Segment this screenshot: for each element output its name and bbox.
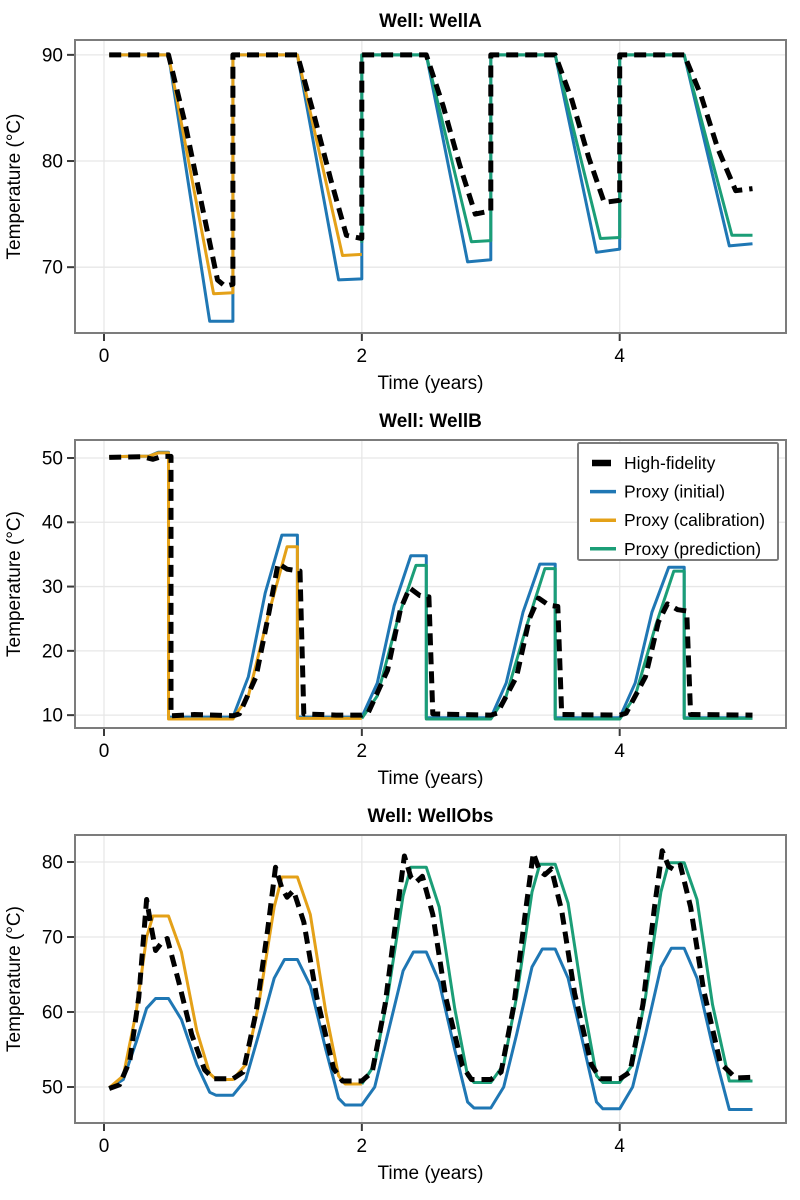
subplot-wellObs: 0 2 4 50 60 70 80 Well: WellObs Time (years) Temp… — [0, 800, 800, 1200]
y-tick-label: 80 — [42, 151, 63, 172]
y-tick-label: 50 — [42, 448, 63, 469]
y-tick-label: 30 — [42, 577, 63, 598]
x-tick-label: 0 — [99, 346, 110, 367]
y-tick-label: 10 — [42, 706, 63, 727]
subplot-wellA: 0 2 4 70 80 90 Well: WellA Time (years) Temperat… — [0, 0, 800, 400]
y-axis-label: Temperature (°C) — [4, 114, 25, 260]
x-axis-label: Time (years) — [378, 373, 484, 394]
plot-background — [0, 0, 800, 400]
series-line-calibration — [109, 451, 362, 721]
chart-title: Well: WellB — [379, 411, 482, 432]
legend-box — [577, 442, 779, 561]
series-line-initial — [109, 450, 753, 720]
chart-title: Well: WellA — [379, 11, 482, 32]
axes-spines — [74, 439, 787, 729]
x-tick-label: 2 — [357, 741, 368, 762]
legend-item-initial: Proxy (initial) — [590, 482, 725, 502]
series-line-prediction — [360, 563, 753, 721]
x-tick-label: 2 — [357, 1136, 368, 1157]
chart-wellObs: 0 2 4 50 60 70 80 Well: WellObs Time (years) Temp… — [0, 800, 800, 1200]
x-tick-label: 4 — [614, 346, 625, 367]
y-tick-label: 20 — [42, 641, 63, 662]
y-tick-label: 60 — [42, 1002, 63, 1023]
x-tick-label: 4 — [614, 1136, 625, 1157]
series-line-hf — [109, 52, 753, 289]
chart-wellA: 0 2 4 70 80 90 Well: WellA Time (years) Temperat… — [0, 0, 800, 400]
x-axis-label: Time (years) — [378, 1163, 484, 1184]
x-tick-label: 0 — [99, 741, 110, 762]
y-tick-label: 50 — [42, 1077, 63, 1098]
legend-item-hf: High-fidelity — [592, 453, 716, 473]
y-axis-label: Temperature (°C) — [4, 906, 25, 1052]
y-axis-label: Temperature (°C) — [4, 511, 25, 657]
legend-label-prediction: Proxy (prediction) — [624, 539, 761, 559]
y-tick-label: 40 — [42, 513, 63, 534]
series-line-calibration — [108, 875, 362, 1089]
chart-title: Well: WellObs — [368, 806, 494, 827]
legend-item-prediction: Proxy (prediction) — [590, 539, 761, 559]
series-line-hf — [109, 453, 753, 719]
legend-label-calibration: Proxy (calibration) — [624, 510, 765, 530]
legend-item-calibration: Proxy (calibration) — [590, 510, 765, 530]
axes-spines — [74, 834, 787, 1124]
axes-spines — [74, 39, 787, 334]
x-tick-label: 2 — [357, 346, 368, 367]
x-tick-label: 0 — [99, 1136, 110, 1157]
series-line-initial — [108, 946, 753, 1111]
legend-label-hf: High-fidelity — [624, 453, 716, 473]
chart-wellB: 0 2 4 10 20 30 40 50 Well: WellB Time (years) Temp… — [0, 400, 800, 800]
plot-background — [0, 800, 800, 1200]
y-tick-label: 90 — [42, 45, 63, 66]
y-tick-label: 70 — [42, 927, 63, 948]
legend-label-initial: Proxy (initial) — [624, 482, 725, 502]
legend: High-fidelity Proxy (initial) Proxy (calib… — [577, 442, 779, 561]
subplot-wellB: 0 2 4 10 20 30 40 50 Well: WellB Time (years) Temp… — [0, 400, 800, 800]
x-tick-label: 4 — [614, 741, 625, 762]
y-tick-label: 70 — [42, 258, 63, 279]
y-tick-label: 80 — [42, 852, 63, 873]
series-line-prediction — [360, 861, 753, 1085]
x-axis-label: Time (years) — [378, 768, 484, 789]
